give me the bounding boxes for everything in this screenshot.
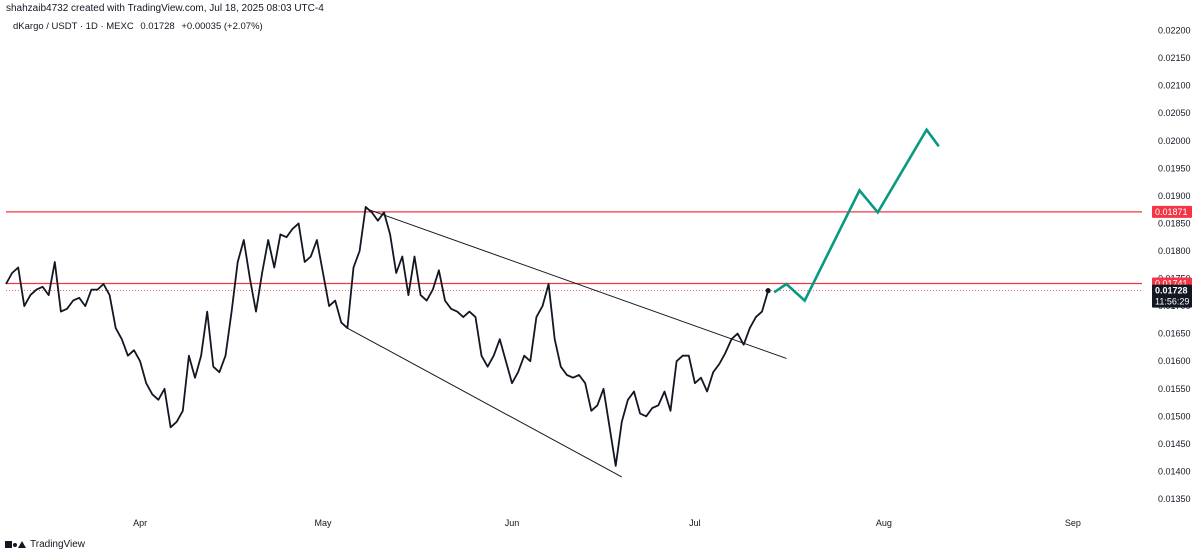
projection-path (773, 127, 940, 303)
x-axis-tick-label: Aug (876, 518, 892, 528)
x-axis-tick-label: Jun (505, 518, 520, 528)
current-price-tag-label: 0.01728 (1155, 286, 1188, 296)
y-axis-tick-label: 0.01900 (1158, 191, 1191, 201)
y-axis-tick-label: 0.02000 (1158, 136, 1191, 146)
channel-trend-line (347, 327, 623, 478)
last-price-point (765, 288, 771, 294)
last-price-value: 0.01728 (140, 21, 175, 32)
y-axis-tick-label: 0.02050 (1158, 108, 1191, 118)
y-axis-tick-label: 0.02200 (1158, 26, 1191, 36)
x-axis-tick-label: Apr (133, 518, 147, 528)
y-axis-tick-label: 0.01950 (1158, 163, 1191, 173)
symbol-legend[interactable]: dKargo / USDT · 1D · MEXC 0.01728 +0.000… (13, 21, 267, 32)
level-price-tag (1152, 205, 1192, 218)
y-axis-tick-label: 0.01500 (1158, 411, 1191, 421)
symbol-name[interactable]: dKargo / USDT · 1D · MEXC (13, 21, 134, 32)
x-axis-tick-label: May (315, 518, 333, 528)
y-axis-tick-label: 0.01650 (1158, 329, 1191, 339)
price-series-layer (5, 205, 771, 467)
tradingview-logo[interactable]: TradingView (5, 539, 85, 550)
current-price-tag (1152, 284, 1192, 308)
price-change-value: +0.00035 (+2.07%) (181, 21, 263, 32)
chart-creator-caption: shahzaib4732 created with TradingView.co… (6, 3, 324, 14)
y-axis-tick-label: 0.02150 (1158, 53, 1191, 63)
y-axis-tick-label: 0.01850 (1158, 218, 1191, 228)
projection-layer (773, 127, 940, 303)
channel-trend-line (365, 208, 787, 359)
tradingview-mark-icon (5, 541, 26, 548)
channel-lines-layer (347, 208, 787, 478)
y-axis-tick-label: 0.01450 (1158, 439, 1191, 449)
y-axis-tick-label: 0.01800 (1158, 246, 1191, 256)
y-axis-tick-label: 0.01400 (1158, 466, 1191, 476)
y-axis-tick-label: 0.02100 (1158, 81, 1191, 91)
x-axis-tick-label: Sep (1065, 518, 1081, 528)
y-axis-tick-label: 0.01350 (1158, 494, 1191, 504)
tradingview-brand-text: TradingView (30, 539, 86, 550)
time-axis: Apr May Jun Jul Aug Sep (133, 518, 1081, 528)
price-series-line (5, 205, 769, 467)
level-price-tag-label: 0.01871 (1155, 207, 1188, 217)
x-axis-tick-label: Jul (689, 518, 701, 528)
y-axis-tick-label: 0.01600 (1158, 356, 1191, 366)
price-axis: 0.01350 0.01400 0.01450 0.01500 0.01550 0.016… (1158, 26, 1191, 504)
horizontal-levels-layer (6, 211, 1142, 292)
bar-countdown-label: 11:56:29 (1155, 297, 1189, 307)
y-axis-tick-label: 0.01550 (1158, 384, 1191, 394)
level-price-tag-label: 0.01741 (1155, 278, 1188, 288)
